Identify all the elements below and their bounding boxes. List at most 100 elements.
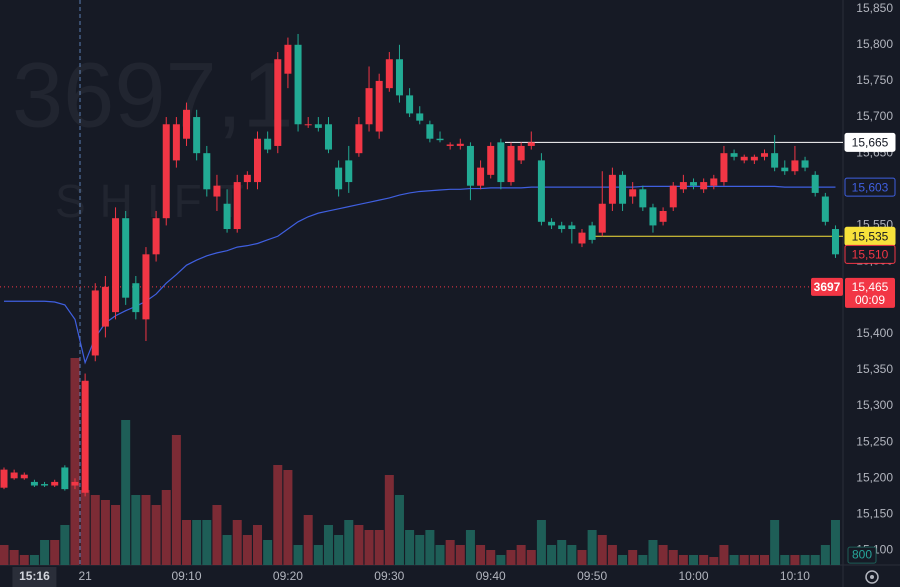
volume-bar <box>334 535 344 565</box>
candle-body <box>831 229 839 255</box>
volume-bar <box>0 545 9 565</box>
candle-body <box>578 232 586 244</box>
volume-bar <box>760 555 769 565</box>
candle-body <box>720 153 728 183</box>
volume-bar <box>567 545 577 565</box>
symbol-box <box>811 277 843 296</box>
candle-body <box>679 182 687 190</box>
volume-bar <box>526 550 536 565</box>
candle-body <box>71 481 79 486</box>
volume-bar <box>100 500 110 565</box>
volume-bar <box>283 470 293 565</box>
volume-bar <box>536 520 546 565</box>
candle-body <box>233 182 241 230</box>
volume-tick-box <box>847 546 877 564</box>
candle-body <box>669 185 677 208</box>
candle-body <box>243 174 251 183</box>
candle-body <box>223 203 231 230</box>
volume-bar <box>344 520 354 565</box>
candle-body <box>152 218 160 255</box>
settings-icon[interactable] <box>865 570 879 584</box>
volume-bar <box>161 490 171 565</box>
volume-bar <box>597 535 607 565</box>
candle-body <box>162 124 170 219</box>
candle-body <box>588 225 596 240</box>
candle-body <box>0 469 8 488</box>
candle-body <box>740 156 748 161</box>
candle-body <box>497 142 505 183</box>
y-tick-label: 15,850 <box>856 1 893 15</box>
candle-body <box>477 167 485 186</box>
candle-body <box>365 88 373 125</box>
candle-body <box>254 138 261 183</box>
candle-body <box>395 59 403 96</box>
candle-body <box>375 80 383 132</box>
volume-bar <box>547 545 557 565</box>
volume-bar <box>770 520 780 565</box>
volume-bar <box>29 555 39 565</box>
candle-body <box>710 178 718 186</box>
volume-bar <box>9 550 19 565</box>
candle-body <box>700 182 708 190</box>
candle-body <box>81 380 89 493</box>
volume-bar <box>557 540 567 565</box>
y-tick-label: 15,350 <box>856 362 893 376</box>
volume-bar <box>253 525 262 565</box>
volume-bar <box>384 475 394 565</box>
volume-bar <box>455 545 465 565</box>
volume-bar <box>313 545 323 565</box>
candle-body <box>193 117 201 154</box>
candle-body <box>791 160 799 172</box>
volume-bar <box>577 550 587 565</box>
volume-bar <box>60 525 70 565</box>
candle-body <box>608 174 616 204</box>
y-tick-label: 15,800 <box>856 37 893 51</box>
candle-body <box>537 160 545 222</box>
candle-body <box>30 481 38 486</box>
y-tick-label: 15,700 <box>856 109 893 123</box>
volume-bar <box>131 495 141 565</box>
volume-bar <box>435 545 445 565</box>
candle-body <box>507 145 515 183</box>
candle-body <box>132 283 140 313</box>
volume-bar <box>394 495 404 565</box>
x-tick-label: 21 <box>78 569 92 583</box>
price-label: 15,510 <box>852 247 889 261</box>
volume-bar <box>699 555 709 565</box>
candle-body <box>183 109 191 139</box>
candle-body <box>314 124 322 128</box>
volume-bar <box>689 555 699 565</box>
candle-body <box>41 484 49 486</box>
candle-body <box>456 143 464 146</box>
volume-bar <box>638 555 648 565</box>
candle-body <box>112 218 120 313</box>
candle-body <box>730 153 738 157</box>
x-tick-label: 09:30 <box>374 569 404 583</box>
candle-body <box>355 124 363 154</box>
candle-body <box>548 221 556 226</box>
volume-bar <box>496 555 506 565</box>
volume-bar <box>749 555 759 565</box>
candle-body <box>101 286 109 327</box>
candle-body <box>527 142 535 146</box>
x-tick-label: 09:10 <box>172 569 202 583</box>
volume-bar <box>729 555 739 565</box>
watermark-symbol: 3697,1 <box>12 44 293 146</box>
price-pane <box>0 33 843 497</box>
x-tick-label: 10:00 <box>679 569 709 583</box>
volume-bar <box>415 535 425 565</box>
candle-body <box>406 95 414 114</box>
symbol-label: 3697 <box>814 280 841 294</box>
volume-bar <box>709 557 719 565</box>
candle-body <box>203 153 211 190</box>
volume-bar <box>374 530 384 565</box>
candle-body <box>172 124 180 161</box>
volume-bar <box>830 520 840 565</box>
y-tick-label: 15,750 <box>856 73 893 87</box>
y-tick-label: 15,400 <box>856 326 893 340</box>
candle-body <box>690 182 698 186</box>
volume-bar <box>486 550 496 565</box>
volume-bar <box>111 505 121 565</box>
volume-bar <box>739 555 749 565</box>
